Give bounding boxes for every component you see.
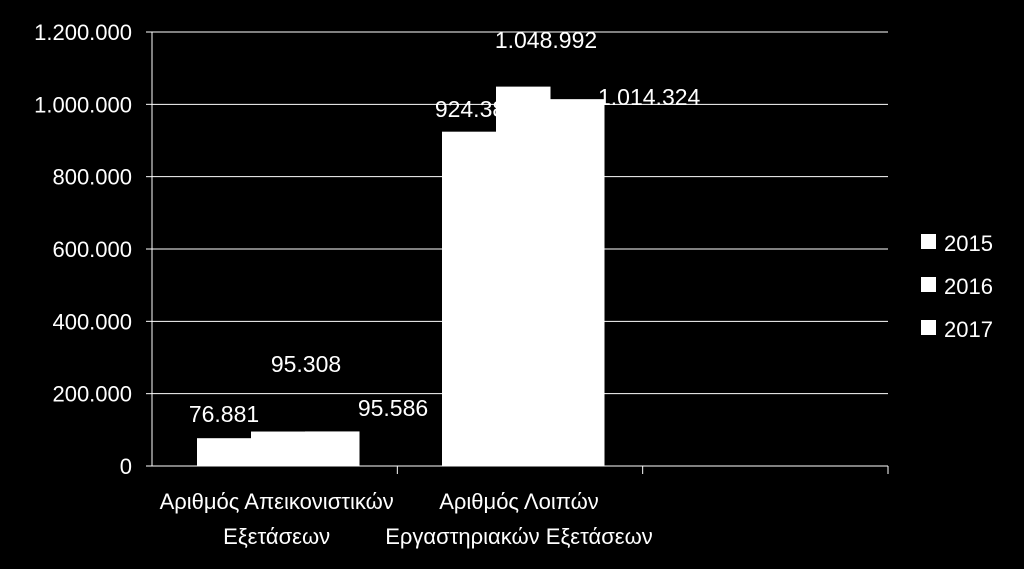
bars-group <box>197 86 605 467</box>
y-tick-label: 600.000 <box>52 237 132 262</box>
legend-swatch-2017 <box>921 320 936 335</box>
bar-2017 <box>305 431 360 466</box>
legend-label: 2017 <box>944 317 993 342</box>
y-tick-label: 200.000 <box>52 382 132 407</box>
data-label: 924.38 <box>435 96 505 122</box>
x-category-label: Εργαστηριακών Εξετάσεων <box>385 524 653 549</box>
legend-swatch-2016 <box>921 277 936 292</box>
bar-2015 <box>197 438 252 466</box>
bar-2015 <box>442 131 497 467</box>
data-label: 1.014.324 <box>598 84 701 110</box>
legend-label: 2016 <box>944 274 993 299</box>
data-label: 95.308 <box>271 351 341 377</box>
y-tick-label: 400.000 <box>52 309 132 334</box>
x-category-label: Αριθμός Λοιπών <box>439 489 599 514</box>
legend-label: 2015 <box>944 231 993 256</box>
y-tick-label: 1.000.000 <box>34 92 132 117</box>
axes: 0 200.000 400.000 600.000 800.000 1.000.000 1.… <box>34 20 889 549</box>
data-label: 95.586 <box>358 395 428 421</box>
x-category-label: Αριθμός Απεικονιστικών <box>160 489 394 514</box>
y-tick-label: 1.200.000 <box>34 20 132 45</box>
data-labels: 76.881 95.308 95.586 924.38 1.048.992 1.014.3… <box>189 27 701 427</box>
y-tick-label: 0 <box>120 454 132 479</box>
data-label: 1.048.992 <box>495 27 597 53</box>
data-label: 76.881 <box>189 401 259 427</box>
bar-2016 <box>496 86 551 466</box>
x-category-label: Εξετάσεων <box>223 524 330 549</box>
legend-swatch-2015 <box>921 234 936 249</box>
bar-2016 <box>251 431 306 466</box>
legend: 2015 2016 2017 <box>921 231 993 342</box>
bar-2017 <box>550 99 605 466</box>
y-tick-label: 800.000 <box>52 165 132 190</box>
